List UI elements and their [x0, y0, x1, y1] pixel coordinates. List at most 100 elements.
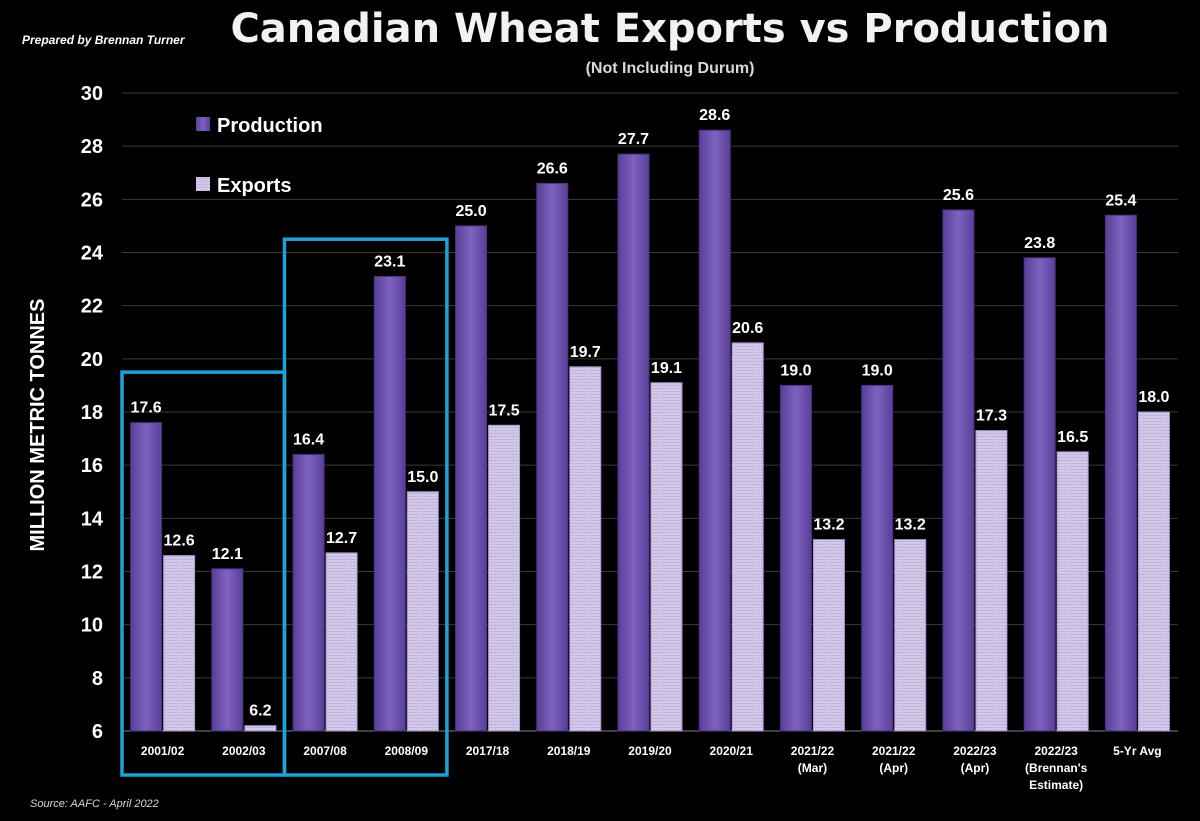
- y-tick-label: 14: [81, 508, 104, 530]
- category-label: 2021/22: [872, 744, 916, 758]
- data-label-exports: 15.0: [407, 469, 438, 486]
- data-label-production: 19.0: [780, 362, 811, 379]
- data-label-exports: 19.7: [570, 344, 601, 361]
- category-label: 2021/22: [791, 744, 835, 758]
- y-axis-label: MILLION METRIC TONNES: [27, 299, 49, 552]
- bar-exports: [488, 424, 521, 732]
- category-label: 2020/21: [710, 744, 754, 758]
- category-label: (Brennan's: [1025, 761, 1088, 775]
- category-label: 2001/02: [141, 744, 185, 758]
- data-label-production: 28.6: [699, 107, 730, 124]
- data-label-exports: 13.2: [813, 517, 844, 534]
- y-tick-label: 12: [81, 562, 103, 584]
- data-label-production: 23.8: [1024, 235, 1055, 252]
- y-tick-label: 28: [81, 136, 103, 158]
- category-label: 5-Yr Avg: [1113, 744, 1161, 758]
- bar-exports: [812, 539, 845, 732]
- data-label-production: 25.6: [943, 187, 974, 204]
- data-label-exports: 18.0: [1138, 389, 1169, 406]
- bar-exports: [406, 491, 439, 732]
- bar-production: [211, 568, 244, 732]
- bar-production: [130, 422, 163, 732]
- data-label-exports: 17.5: [488, 402, 519, 419]
- data-label-production: 16.4: [293, 432, 324, 449]
- category-labels: 2001/02 2002/03 2007/08 2008/09 2017/18 2018/…: [141, 744, 1162, 792]
- category-label: 2022/23: [1034, 744, 1078, 758]
- bar-production: [1023, 257, 1056, 732]
- highlight-box: [282, 237, 449, 777]
- bar-production: [1104, 214, 1137, 732]
- bar-exports: [975, 430, 1008, 732]
- data-label-exports: 16.5: [1057, 429, 1088, 446]
- chart-subtitle: (Not Including Durum): [586, 60, 755, 77]
- bar-production: [698, 129, 731, 732]
- data-label-exports: 20.6: [732, 320, 763, 337]
- bar-production: [617, 153, 650, 732]
- prepared-by: Prepared by Brennan Turner: [22, 33, 186, 47]
- category-label: (Apr): [879, 761, 908, 775]
- bar-exports: [569, 366, 602, 732]
- category-label: 2002/03: [222, 744, 266, 758]
- bar-exports: [1056, 451, 1089, 732]
- data-label-exports: 12.6: [164, 533, 195, 550]
- y-axis-ticks: 6 8 10 12 14 16 18 20 22 24 26 28 30: [81, 83, 104, 743]
- legend: Production Exports: [196, 115, 323, 197]
- data-label-exports: 17.3: [976, 408, 1007, 425]
- data-label-exports: 6.2: [249, 703, 271, 720]
- data-label-production: 25.4: [1105, 192, 1136, 209]
- legend-swatch-production: [196, 117, 210, 131]
- category-label: 2017/18: [466, 744, 510, 758]
- category-label: 2007/08: [303, 744, 347, 758]
- bar-production: [861, 384, 894, 732]
- bar-production: [373, 275, 406, 732]
- bar-exports: [325, 552, 358, 732]
- data-label-production: 19.0: [862, 362, 893, 379]
- y-tick-label: 8: [92, 668, 103, 690]
- bar-exports: [163, 555, 196, 732]
- category-label: Estimate): [1029, 778, 1083, 792]
- category-label: (Apr): [961, 761, 990, 775]
- data-label-exports: 12.7: [326, 530, 357, 547]
- y-tick-label: 6: [92, 721, 103, 743]
- category-label: 2019/20: [628, 744, 672, 758]
- y-tick-label: 26: [81, 189, 103, 211]
- y-tick-label: 18: [81, 402, 103, 424]
- data-labels: 17.6 12.6 12.1 6.2 16.4 12.7 23.1 15.0 25.0 17.5 2…: [131, 107, 1170, 719]
- bar-exports: [244, 725, 277, 732]
- legend-label-production: Production: [217, 115, 323, 137]
- y-tick-label: 16: [81, 455, 103, 477]
- bar-exports: [731, 342, 764, 732]
- bar-production: [292, 454, 325, 732]
- data-label-production: 12.1: [212, 546, 243, 563]
- data-label-production: 26.6: [537, 160, 568, 177]
- category-label: 2018/19: [547, 744, 591, 758]
- chart-title: Canadian Wheat Exports vs Production: [230, 6, 1109, 52]
- category-label: 2022/23: [953, 744, 997, 758]
- bar-production: [536, 182, 569, 732]
- data-label-exports: 19.1: [651, 360, 682, 377]
- bar-exports: [650, 382, 683, 732]
- data-label-production: 23.1: [374, 253, 405, 270]
- legend-swatch-exports: [196, 177, 210, 191]
- category-label: 2008/09: [385, 744, 429, 758]
- highlight-boxes: [120, 237, 449, 777]
- bar-production: [942, 209, 975, 732]
- data-label-exports: 13.2: [895, 517, 926, 534]
- bar-exports: [1137, 411, 1170, 732]
- legend-label-exports: Exports: [217, 175, 291, 197]
- bars: [130, 129, 1170, 732]
- y-tick-label: 22: [81, 296, 103, 318]
- category-label: (Mar): [798, 761, 827, 775]
- data-label-production: 25.0: [455, 203, 486, 220]
- source-note: Source: AAFC - April 2022: [30, 798, 159, 810]
- data-label-production: 27.7: [618, 131, 649, 148]
- bar-production: [455, 225, 488, 732]
- data-label-production: 17.6: [131, 400, 162, 417]
- y-tick-label: 30: [81, 83, 103, 105]
- bar-exports: [894, 539, 927, 732]
- y-tick-label: 20: [81, 349, 103, 371]
- y-tick-label: 24: [81, 243, 104, 265]
- bar-production: [779, 384, 812, 732]
- y-tick-label: 10: [81, 615, 103, 637]
